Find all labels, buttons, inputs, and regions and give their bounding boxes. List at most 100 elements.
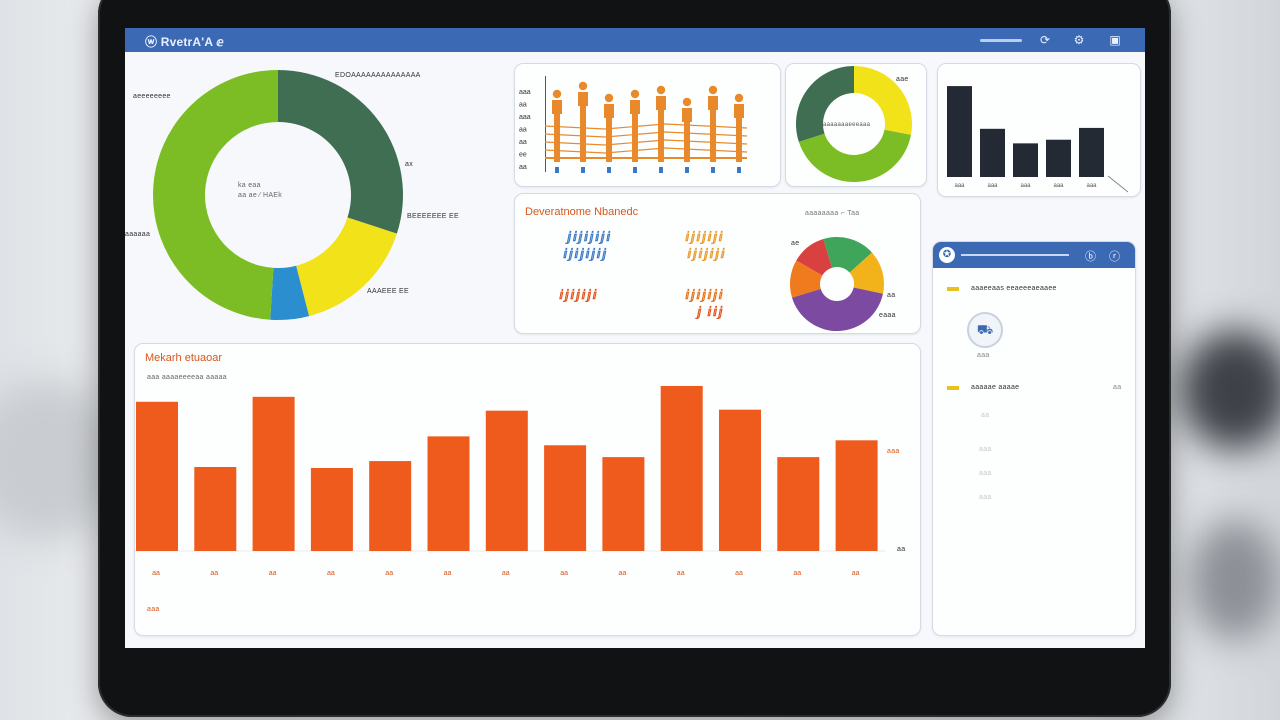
monthly-x-label-8: aa [560,570,568,577]
people-tick-4 [633,167,637,173]
monthly-bar-6[interactable] [427,436,470,551]
demographics-donut-slice-4[interactable] [792,287,883,331]
small-donut-slice-1[interactable] [854,66,912,135]
person-figures-orange-3: ⅈⅉⅈⅉⅈⅉⅈ [685,287,724,302]
main-donut-label-right-1: EDOAAAAAAAAAAAAAA [335,72,421,79]
demographics-card[interactable]: Deveratnome Nbanedc ⅉⅈⅉⅈⅉⅈⅉⅈ ⅈⅉⅈⅉⅈⅉⅈⅉ ⅈⅉ… [514,193,921,334]
monthly-bar-9[interactable] [602,457,645,551]
side-panel[interactable]: ✪ ⓑ ⓡ aaaeeaas eeaeeeaeaaee ⛟ aaa aaaaae… [932,241,1136,636]
people-bar-1[interactable] [552,89,562,162]
demographics-donut-slice-3[interactable] [849,252,884,294]
monthly-x-label-9: aa [619,570,627,577]
background-blur-right-low [1190,520,1280,640]
search-bar[interactable] [980,39,1022,42]
demographics-donut-slice-1[interactable] [796,239,833,276]
demographics-donut-slice-5[interactable] [790,260,823,298]
monthly-bar-10[interactable] [660,385,703,551]
main-donut-slice-1[interactable] [278,70,403,234]
monthly-x-label-1: aa [152,570,160,577]
demographics-pie-label-top: aaaaaaaa ⌐ Taa [805,210,860,217]
dark-bar-3[interactable] [1013,143,1038,177]
panel-bookmark-icon[interactable]: ⓑ [1085,251,1096,263]
small-donut-card[interactable]: aae aaaaaaaeeeaaa [785,63,927,187]
demographics-pie-label-bottom: eaaa [879,312,896,319]
panel-close-icon[interactable]: ⓡ [1109,251,1120,263]
dashboard-screen: ⓦ RvetrA'A ⅇ ⟳ ⚙ ▣ aeeeeeeee aaaaaa EDOA… [125,28,1145,648]
monthly-x-label-10: aa [677,570,685,577]
people-bar-8[interactable] [734,93,744,162]
badge-icon[interactable]: ✪ [939,247,955,263]
dark-bar-card[interactable]: aaa aaa aaa aaa aaa [937,63,1141,197]
dark-bar-2[interactable] [980,128,1005,177]
people-bar-7[interactable] [708,85,718,162]
dark-bar-label-1: aaa [954,183,965,189]
people-tick-2 [581,167,585,173]
monthly-bar-7[interactable] [485,410,528,551]
window-icon[interactable]: ▣ [1109,33,1121,47]
small-donut-label-right: aae [896,76,909,83]
people-bar-3[interactable] [604,93,614,162]
main-donut-label-left-2: aaaaaa [125,231,151,238]
people-ylabel-4: aa [519,127,527,134]
user-icon[interactable]: ⚙ [1073,33,1085,47]
main-donut-slice-4[interactable] [152,70,278,320]
demographics-pie-label-left: ae [791,240,800,247]
monthly-chart-title: Mekarh etuaoar [145,352,223,364]
people-y-axis [545,76,546,172]
monthly-bar-13[interactable] [835,440,878,551]
side-panel-section1: aaaeeaas eeaeeeaeaaee [971,285,1057,292]
monthly-bar-5[interactable] [369,461,412,551]
dark-bar-4[interactable] [1046,139,1071,177]
people-ylabel-2: aa [519,102,527,109]
monthly-chart-subtitle: aaa aaaaeeeeaa aaaaa [147,374,227,381]
side-panel-row-3: aaa [979,470,992,477]
people-ylabel-3: aaa [519,114,531,121]
monthly-bar-1[interactable] [136,401,178,551]
monthly-bar-8[interactable] [544,445,587,551]
dark-bar-corner-line [1107,175,1129,193]
monthly-chart-card[interactable]: Mekarh etuaoar aaa aaaaeeeeaa aaaaa aaa … [134,343,921,636]
monthly-x-label-2: aa [210,570,218,577]
people-chart-card[interactable]: aaa aa aaa aa aa ee aa [514,63,781,187]
monthly-x-label-7: aa [502,570,510,577]
main-donut-label-right-3: BEEEEEEE EE [407,213,459,220]
refresh-icon[interactable]: ⟳ [1039,33,1051,47]
people-trend-line-1 [544,123,748,130]
main-donut-label-right-4: AAAEEE EE [367,288,409,295]
people-bar-4[interactable] [630,89,640,162]
demographics-donut-slice-2[interactable] [823,237,872,273]
monthly-x-label-13: aa [852,570,860,577]
app-title: ⓦ RvetrA'A ⅇ [145,35,224,49]
monthly-bar-11[interactable] [719,409,761,551]
top-bar: ⓦ RvetrA'A ⅇ ⟳ ⚙ ▣ [125,28,1145,52]
small-donut-slice-2[interactable] [798,129,911,182]
people-ylabel-6: ee [519,152,527,159]
section2-accent [947,386,959,390]
dark-bar-5[interactable] [1079,127,1104,177]
people-ylabel-7: aa [519,164,527,171]
main-donut-chart [152,70,403,320]
main-donut-slice-3[interactable] [270,265,310,320]
main-donut-slice-2[interactable] [296,217,397,317]
monthly-x-label-4: aa [327,570,335,577]
avatar-caption: aaa [977,352,990,359]
side-panel-header: ✪ ⓑ ⓡ [933,242,1135,268]
people-tick-8 [737,167,741,173]
people-bar-6[interactable] [682,97,692,162]
monthly-bar-12[interactable] [777,457,820,551]
person-figures-orange-2: ⅈⅉⅈⅉⅈⅉⅈ [687,246,726,261]
monthly-x-label-3: aa [269,570,277,577]
people-bar-5[interactable] [656,85,666,162]
monthly-bar-3[interactable] [252,396,295,551]
monthly-bar-4[interactable] [310,467,353,551]
small-donut-slice-3[interactable] [796,66,854,142]
monthly-x-label-6: aa [444,570,452,577]
people-bar-2[interactable] [578,81,588,162]
monthly-bar-chart: aa aa aa aa aa aa aa aa aa aa aa aa aa [135,385,885,577]
avatar[interactable]: ⛟ [967,312,1003,348]
main-donut-center-text-1: ka eaa [238,182,261,189]
monthly-bar-2[interactable] [194,467,237,551]
dark-bar-1[interactable] [947,86,972,177]
side-panel-section2: aaaaae aaaae [971,384,1020,391]
